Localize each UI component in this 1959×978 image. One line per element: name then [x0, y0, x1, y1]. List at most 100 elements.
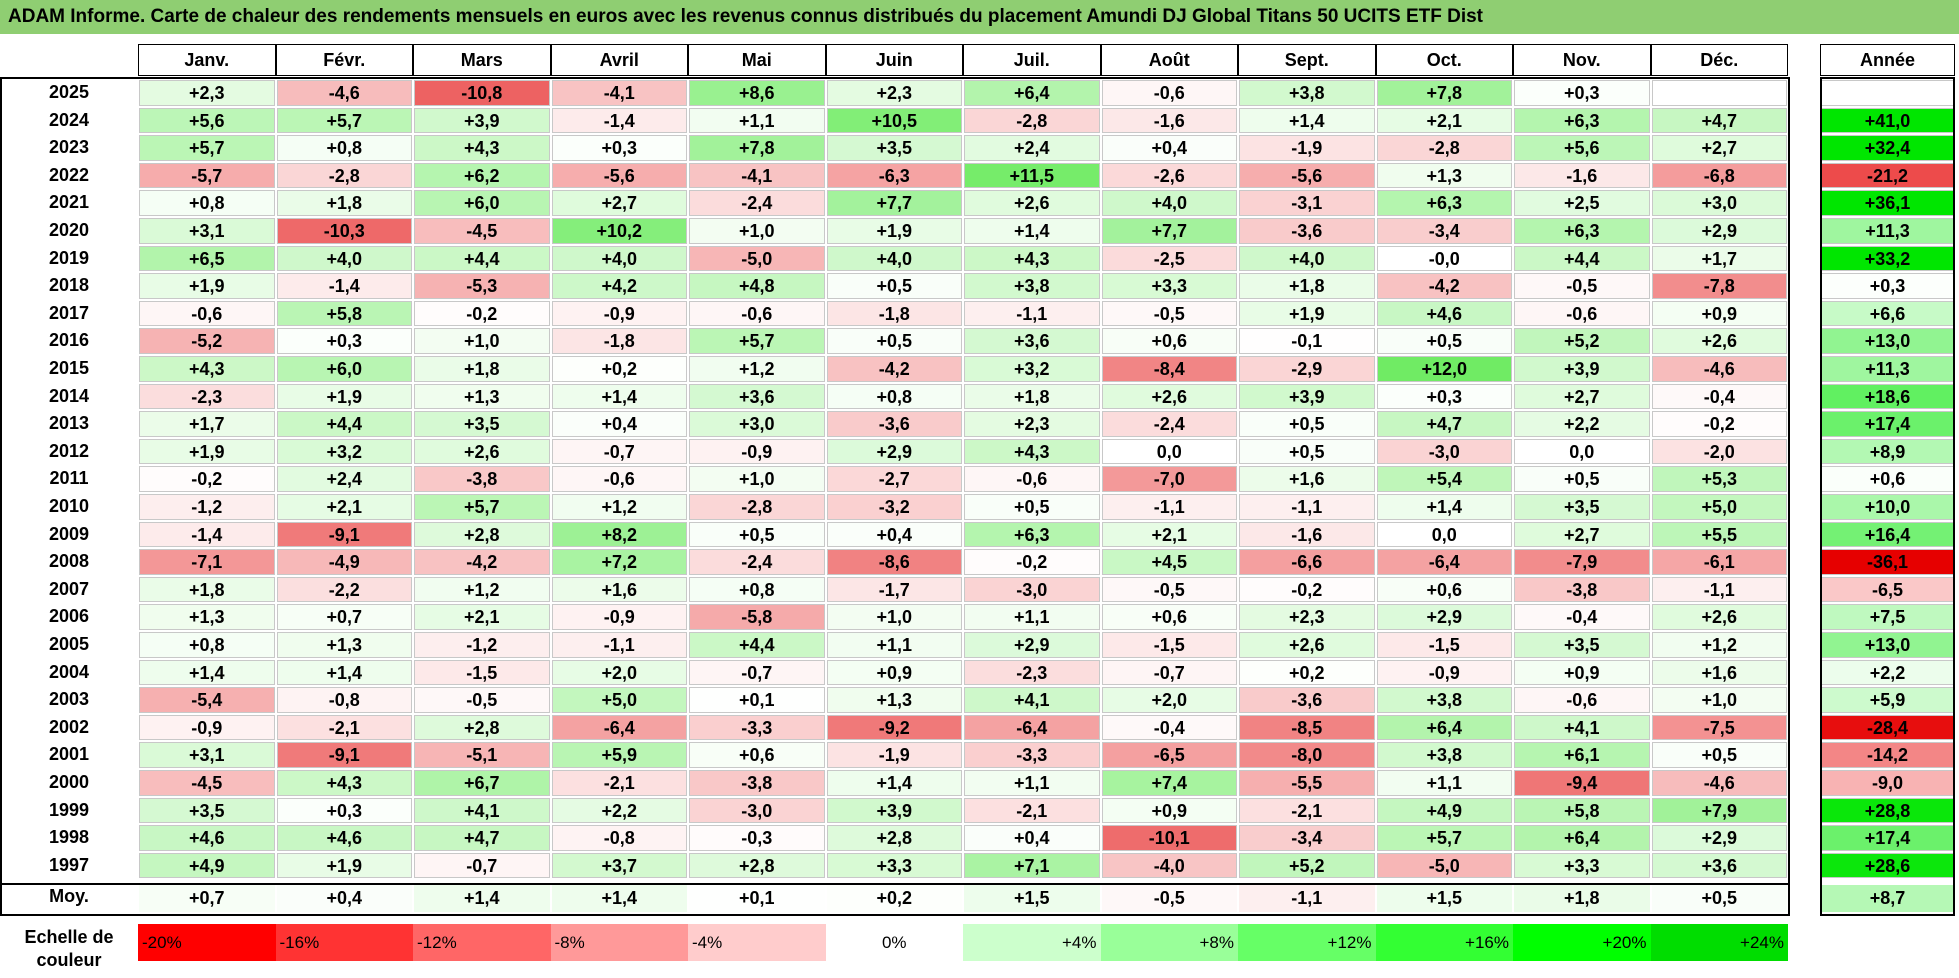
heatmap-cell: +3,2	[276, 438, 412, 465]
year-label: 2003	[48, 689, 90, 710]
heatmap-cell: +2,0	[551, 659, 687, 686]
year-label: 2006	[48, 606, 90, 627]
heatmap-cell: -5,5	[1239, 770, 1375, 796]
heatmap-cell: +12,0	[1376, 356, 1512, 382]
heatmap-cell: +0,9	[1514, 659, 1650, 686]
heatmap-cell: +1,9	[276, 852, 412, 879]
heatmap-cell: +2,6	[964, 190, 1100, 216]
annual-cell: -21,2	[1821, 162, 1954, 189]
heatmap-cell: -0,9	[139, 714, 275, 741]
heatmap-cell: -3,0	[1376, 438, 1512, 465]
heatmap-cell: +0,2	[1239, 659, 1375, 686]
heatmap-cell	[1651, 80, 1787, 106]
heatmap-cell: +5,9	[551, 742, 687, 768]
heatmap-cell: +1,1	[689, 107, 825, 134]
heatmap-cell: +3,3	[1101, 273, 1237, 299]
heatmap-cell: +0,4	[551, 411, 687, 437]
average-cell: +0,1	[689, 885, 825, 913]
heatmap-cell: +0,8	[276, 135, 412, 161]
heatmap-cell: +1,8	[139, 576, 275, 603]
heatmap-cell: +3,5	[1514, 632, 1650, 658]
heatmap-cell: +3,1	[139, 218, 275, 244]
heatmap-cell: +2,3	[139, 80, 275, 106]
month-header: Janv.	[138, 44, 276, 76]
heatmap-cell: +3,8	[964, 273, 1100, 299]
heatmap-cell: -9,2	[826, 714, 962, 741]
heatmap-cell: +1,6	[1651, 659, 1787, 686]
heatmap-cell: +7,4	[1101, 770, 1237, 796]
heatmap-cell: +0,4	[826, 521, 962, 548]
month-header: Juin	[825, 44, 963, 76]
heatmap-cell: -4,2	[414, 549, 550, 575]
heatmap-cell: +4,2	[551, 273, 687, 299]
heatmap-cell: +6,3	[1514, 218, 1650, 244]
heatmap-cell: -0,7	[551, 438, 687, 465]
year-label: 2017	[48, 302, 90, 323]
color-scale-swatch: +8%	[1100, 924, 1238, 961]
color-scale-swatch: +24%	[1650, 924, 1788, 961]
heatmap-cell: +10,5	[826, 107, 962, 134]
heatmap-cell: +2,9	[1651, 825, 1787, 851]
average-row-label: Moy.	[49, 886, 89, 907]
heatmap-cell: +2,8	[689, 852, 825, 879]
heatmap-cell: -0,5	[1101, 576, 1237, 603]
heatmap-cell: +1,9	[139, 438, 275, 465]
heatmap-cell: -10,3	[276, 218, 412, 244]
heatmap-cell: -0,7	[689, 659, 825, 686]
heatmap-cell: +2,7	[551, 190, 687, 216]
heatmap-cell: -2,4	[1101, 411, 1237, 437]
heatmap-cell: -3,4	[1239, 825, 1375, 851]
heatmap-cell: +0,2	[551, 356, 687, 382]
heatmap-cell: -4,5	[414, 218, 550, 244]
heatmap-cell: +0,3	[276, 797, 412, 824]
year-label: 2023	[48, 137, 90, 158]
month-header: Déc.	[1650, 44, 1788, 76]
heatmap-cell: -2,6	[1101, 162, 1237, 189]
heatmap-cell: +1,3	[276, 632, 412, 658]
average-cell: +0,2	[826, 885, 962, 913]
heatmap-cell: +5,7	[689, 328, 825, 354]
heatmap-cell: -7,0	[1101, 466, 1237, 492]
heatmap-cell: +0,8	[826, 383, 962, 410]
heatmap-cell: -9,1	[276, 521, 412, 548]
heatmap-cell: +3,5	[414, 411, 550, 437]
heatmap-cell: +4,3	[964, 438, 1100, 465]
average-cell: +0,5	[1651, 885, 1787, 913]
heatmap-cell: +1,3	[826, 687, 962, 713]
heatmap-cell: +1,2	[551, 494, 687, 520]
heatmap-cell: +0,5	[1239, 411, 1375, 437]
heatmap-cell: +8,6	[689, 80, 825, 106]
heatmap-cell: +4,7	[1651, 107, 1787, 134]
color-scale-swatch: -12%	[413, 924, 551, 961]
heatmap-cell: -0,7	[414, 852, 550, 879]
heatmap-cell: -0,9	[1376, 659, 1512, 686]
month-header: Sept.	[1238, 44, 1376, 76]
heatmap-cell: -3,2	[826, 494, 962, 520]
heatmap-cell: -1,5	[414, 659, 550, 686]
heatmap-cell: +0,6	[1101, 604, 1237, 630]
heatmap-cell: +0,5	[1239, 438, 1375, 465]
heatmap-cell: +1,9	[826, 218, 962, 244]
annual-cell: +41,0	[1821, 107, 1954, 134]
annual-cell: +28,6	[1821, 852, 1954, 879]
heatmap-cell: +2,8	[826, 825, 962, 851]
heatmap-cell: +0,5	[1376, 328, 1512, 354]
heatmap-cell: -9,1	[276, 742, 412, 768]
heatmap-cell: -1,4	[551, 107, 687, 134]
heatmap-cell: +4,7	[414, 825, 550, 851]
heatmap-cell: +4,1	[964, 687, 1100, 713]
month-header: Juil.	[963, 44, 1101, 76]
heatmap-cell: -3,0	[964, 576, 1100, 603]
heatmap-cell: -2,9	[1239, 356, 1375, 382]
heatmap-cell: +0,9	[1651, 300, 1787, 327]
heatmap-cell: +3,7	[551, 852, 687, 879]
heatmap-cell: +1,0	[1651, 687, 1787, 713]
heatmap-cell: -5,1	[414, 742, 550, 768]
heatmap-cell: +1,1	[826, 632, 962, 658]
annual-cell: -28,4	[1821, 714, 1954, 741]
year-label: 2008	[48, 551, 90, 572]
heatmap-cell: +3,0	[1651, 190, 1787, 216]
heatmap-cell: +1,2	[689, 356, 825, 382]
heatmap-cell: -6,4	[551, 714, 687, 741]
year-label: 2005	[48, 634, 90, 654]
